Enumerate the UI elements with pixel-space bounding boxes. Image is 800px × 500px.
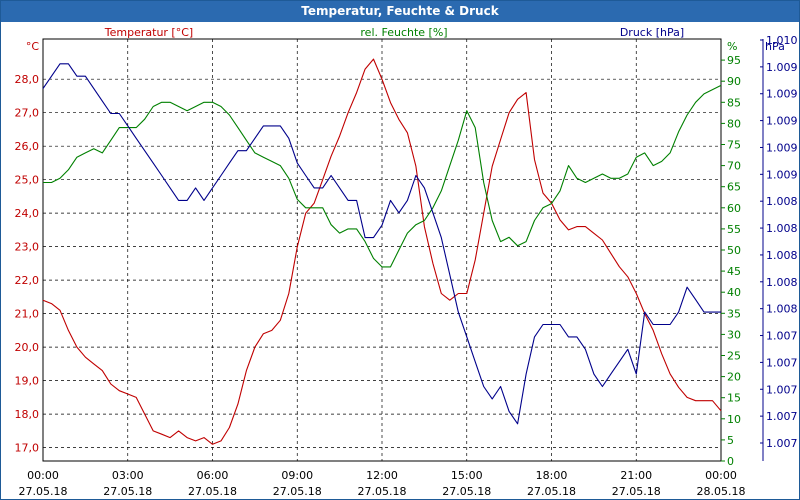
pressure-tick-label: 1.008: [766, 303, 798, 316]
humidity-tick-label: 35: [727, 307, 741, 320]
humidity-tick-label: 5: [727, 434, 734, 447]
pressure-tick-label: 1.008: [766, 222, 798, 235]
humidity-tick-label: 25: [727, 350, 741, 363]
pressure-tick-label: 1.009: [766, 115, 798, 128]
humidity-tick-label: 65: [727, 181, 741, 194]
temp-tick-label: 17,0: [15, 442, 40, 455]
chart-plot: 17,0 18,0 19,0 20,0 21,0 22,0 23,0 24,0 25,0 26,0…: [15, 26, 798, 498]
humidity-tick-label: 30: [727, 328, 741, 341]
temp-tick-label: 28,0: [15, 73, 40, 86]
x-tick-date: 27.05.18: [612, 485, 661, 498]
temp-tick-label: 19,0: [15, 375, 40, 388]
x-tick-time: 18:00: [536, 469, 568, 482]
humidity-tick-label: 40: [727, 286, 741, 299]
humidity-tick-label: 10: [727, 413, 741, 426]
pressure-tick-label: 1.009: [766, 61, 798, 74]
pressure-tick-label: 1.007: [766, 330, 798, 343]
x-tick-time: 00:00: [705, 469, 737, 482]
temp-unit-label: °C: [26, 40, 40, 53]
x-tick-time: 15:00: [451, 469, 483, 482]
humidity-tick-label: 85: [727, 96, 741, 109]
pressure-tick-label: 1.009: [766, 168, 798, 181]
pressure-tick-label: 1.007: [766, 410, 798, 423]
x-tick-date: 27.05.18: [273, 485, 322, 498]
humidity-tick-label: 0: [727, 455, 734, 468]
humidity-tick-label: 70: [727, 160, 741, 173]
temp-tick-label: 24,0: [15, 207, 40, 220]
humidity-tick-label: 20: [727, 371, 741, 384]
temp-tick-label: 26,0: [15, 140, 40, 153]
humidity-tick-label: 15: [727, 392, 741, 405]
humidity-series-title: rel. Feuchte [%]: [360, 26, 447, 39]
humidity-tick-label: 45: [727, 265, 741, 278]
temp-tick-label: 22,0: [15, 274, 40, 287]
humidity-tick-label: 55: [727, 223, 741, 236]
pressure-tick-label: 1.007: [766, 383, 798, 396]
pressure-series-title: Druck [hPa]: [620, 26, 684, 39]
temp-tick-label: 20,0: [15, 341, 40, 354]
x-tick-time: 12:00: [366, 469, 398, 482]
pressure-tick-label: 1.008: [766, 276, 798, 289]
x-tick-date: 28.05.18: [697, 485, 746, 498]
pressure-tick-label: 1.008: [766, 195, 798, 208]
humidity-tick-label: 60: [727, 202, 741, 215]
temp-tick-label: 23,0: [15, 241, 40, 254]
temp-tick-label: 21,0: [15, 308, 40, 321]
x-tick-time: 06:00: [197, 469, 229, 482]
pressure-tick-label: 1.007: [766, 356, 798, 369]
chart-title: Temperatur, Feuchte & Druck: [1, 1, 799, 22]
x-tick-date: 27.05.18: [188, 485, 237, 498]
pressure-line: [42, 63, 721, 425]
humidity-tick-label: 75: [727, 139, 741, 152]
pressure-tick-label: 1.007: [766, 437, 798, 450]
pressure-tick-label: 1.008: [766, 249, 798, 262]
humidity-tick-label: 95: [727, 54, 741, 67]
x-tick-time: 21:00: [620, 469, 652, 482]
x-tick-date: 27.05.18: [358, 485, 407, 498]
humidity-line: [43, 84, 722, 268]
temp-tick-label: 27,0: [15, 107, 40, 120]
x-tick-date: 27.05.18: [527, 485, 576, 498]
humidity-tick-label: 50: [727, 244, 741, 257]
humidity-tick-label: 80: [727, 117, 741, 130]
temperature-line: [42, 58, 722, 445]
pressure-tick-label: 1.009: [766, 141, 798, 154]
temp-tick-label: 25,0: [15, 174, 40, 187]
x-tick-date: 27.05.18: [442, 485, 491, 498]
humidity-unit-label: %: [727, 40, 737, 53]
temp-tick-label: 18,0: [15, 408, 40, 421]
humidity-tick-label: 90: [727, 75, 741, 88]
x-tick-time: 03:00: [112, 469, 144, 482]
pressure-tick-label: 1.010: [766, 34, 798, 47]
temp-series-title: Temperatur [°C]: [104, 26, 193, 39]
pressure-tick-label: 1.009: [766, 88, 798, 101]
pressure-unit-label: hPa: [765, 40, 785, 53]
x-tick-time: 09:00: [281, 469, 313, 482]
x-tick-time: 00:00: [27, 469, 59, 482]
x-tick-date: 27.05.18: [19, 485, 68, 498]
x-tick-date: 27.05.18: [103, 485, 152, 498]
